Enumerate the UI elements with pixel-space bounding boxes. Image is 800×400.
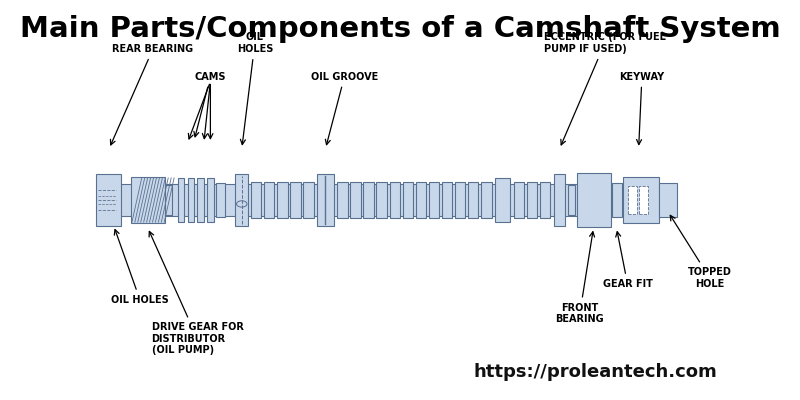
Bar (216, 183, 226, 217)
Bar (99, 184, 674, 216)
Bar (207, 178, 214, 222)
Bar (554, 174, 566, 226)
Bar (495, 178, 510, 222)
Bar (468, 182, 478, 218)
Bar (527, 182, 538, 218)
Bar (429, 182, 439, 218)
Text: https://proleantech.com: https://proleantech.com (474, 364, 717, 382)
Text: ECCENTRIC (FOR FUEL
PUMP IF USED): ECCENTRIC (FOR FUEL PUMP IF USED) (544, 32, 666, 145)
Text: CAMS: CAMS (194, 72, 226, 137)
Bar (455, 182, 466, 218)
Bar (577, 173, 610, 227)
Bar (623, 177, 659, 223)
Bar (612, 183, 622, 217)
Bar (264, 182, 274, 218)
Text: FRONT
BEARING: FRONT BEARING (555, 232, 604, 324)
Text: DRIVE GEAR FOR
DISTRIBUTOR
(OIL PUMP): DRIVE GEAR FOR DISTRIBUTOR (OIL PUMP) (149, 232, 243, 356)
Text: OIL
HOLES: OIL HOLES (237, 32, 273, 144)
Bar (303, 182, 314, 218)
Bar (338, 182, 348, 218)
Bar (363, 182, 374, 218)
Bar (390, 182, 400, 218)
Text: GEAR FIT: GEAR FIT (602, 232, 653, 289)
Text: REAR BEARING: REAR BEARING (110, 44, 194, 145)
Bar (568, 185, 574, 215)
Bar (178, 178, 184, 222)
Bar (540, 182, 550, 218)
Bar (235, 174, 248, 226)
Bar (187, 178, 194, 222)
Text: Main Parts/Components of a Camshaft System: Main Parts/Components of a Camshaft Syst… (20, 15, 780, 43)
Bar (350, 182, 361, 218)
Bar (481, 182, 491, 218)
Bar (514, 182, 524, 218)
Bar (166, 185, 172, 215)
Text: TOPPED
HOLE: TOPPED HOLE (670, 215, 731, 289)
Bar (290, 182, 301, 218)
Bar (317, 174, 334, 226)
Bar (251, 182, 262, 218)
Text: KEYWAY: KEYWAY (619, 72, 665, 144)
Bar (627, 186, 638, 214)
Bar (96, 174, 121, 226)
Bar (659, 183, 678, 217)
Bar (377, 182, 387, 218)
Bar (416, 182, 426, 218)
Bar (277, 182, 287, 218)
Bar (442, 182, 452, 218)
Bar (198, 178, 204, 222)
Bar (638, 186, 649, 214)
Text: OIL GROOVE: OIL GROOVE (311, 72, 378, 145)
Text: OIL HOLES: OIL HOLES (111, 230, 169, 305)
Bar (130, 177, 165, 223)
Bar (402, 182, 413, 218)
